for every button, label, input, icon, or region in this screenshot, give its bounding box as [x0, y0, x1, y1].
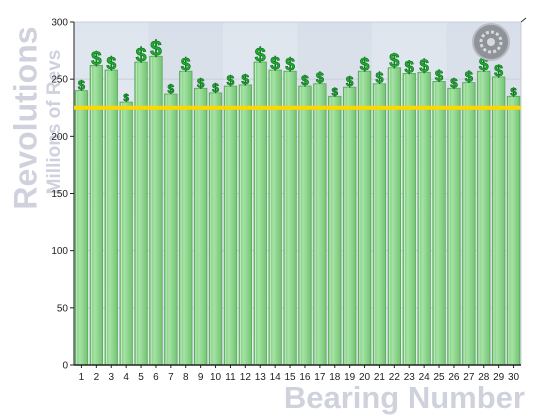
dollar-marker: $ [316, 71, 324, 87]
dollar-marker: $ [332, 86, 339, 98]
dollar-marker: $ [241, 71, 249, 87]
dollar-marker: $ [106, 53, 116, 73]
gear-icon-hub [487, 38, 495, 46]
chart-toolbar[interactable] [472, 23, 510, 61]
dollar-marker: $ [255, 44, 266, 66]
dollar-marker: $ [150, 37, 162, 60]
x-tick-label: 10 [210, 372, 222, 383]
x-tick-label: 6 [153, 372, 159, 383]
x-tick-label: 24 [419, 372, 431, 383]
dollar-marker: $ [78, 78, 85, 93]
x-tick-label: 15 [284, 372, 296, 383]
y-tick-label: 50 [57, 303, 69, 314]
dollar-marker: $ [91, 47, 102, 68]
dollar-marker: $ [197, 75, 205, 90]
dollar-marker: $ [450, 75, 458, 90]
y-tick-label: 200 [51, 132, 68, 143]
x-tick-label: 14 [270, 372, 282, 383]
x-tick-label: 19 [344, 372, 356, 383]
dollar-marker: $ [510, 86, 517, 98]
x-tick-label: 23 [404, 372, 416, 383]
dollar-marker: $ [389, 50, 399, 71]
x-tick-label: 25 [433, 372, 445, 383]
x-tick-label: 12 [240, 372, 252, 383]
dollar-marker: $ [494, 62, 503, 80]
x-tick-label: 9 [198, 372, 204, 383]
dollar-marker: $ [435, 68, 444, 84]
dollar-marker: $ [123, 93, 129, 104]
y-tick-label: 100 [51, 246, 68, 257]
y-tick-label: 0 [62, 361, 68, 372]
x-tick-label: 30 [508, 372, 520, 383]
x-tick-label: 2 [94, 372, 100, 383]
dollar-marker: $ [270, 53, 280, 73]
x-tick-label: 29 [493, 372, 505, 383]
x-tick-label: 27 [463, 372, 475, 383]
x-tick-label: 4 [123, 372, 129, 383]
x-tick-label: 5 [138, 372, 144, 383]
dollar-marker: $ [405, 57, 415, 76]
corner-tick [520, 17, 527, 23]
dollar-marker: $ [136, 44, 147, 66]
x-tick-label: 7 [168, 372, 174, 383]
dollar-marker: $ [360, 54, 370, 74]
y-tick-label: 150 [51, 189, 68, 200]
dollar-marker: $ [301, 73, 309, 88]
x-tick-label: 13 [255, 372, 267, 383]
gear-icon-teeth [479, 30, 503, 54]
dollar-markers: $$ $$$ $$$$ $ $ $$ $ $$ $$$$$$ $ $$ $ $$ $$ [78, 37, 518, 104]
dollar-marker: $ [168, 82, 175, 96]
x-tick-label: 16 [299, 372, 311, 383]
bars-group [74, 55, 521, 366]
x-tick-label: 28 [478, 372, 490, 383]
x-tick-label: 22 [389, 372, 401, 383]
x-tick-label: 11 [225, 372, 236, 383]
y-tick-label: 250 [51, 75, 68, 86]
dollar-marker: $ [227, 73, 235, 88]
x-tick-label: 20 [359, 372, 371, 383]
dollar-marker: $ [479, 54, 489, 74]
dollar-marker: $ [285, 54, 295, 74]
x-tick-label: 26 [448, 372, 460, 383]
x-tick-label: 1 [79, 372, 85, 383]
x-tick-label: 18 [329, 372, 341, 383]
x-tick-label: 3 [108, 372, 114, 383]
dollar-marker: $ [419, 56, 429, 75]
x-tick-label: 8 [183, 372, 189, 383]
dollar-marker: $ [465, 70, 473, 86]
dollar-marker: $ [346, 74, 354, 89]
dollar-marker: $ [212, 81, 219, 95]
x-tick-label: 21 [374, 372, 386, 383]
x-tick-label: 17 [314, 372, 326, 383]
x-axis: 1 2 3 4 5 6 7 8 9 10 11 12 13 14 15 16 17 18 19 20 21 22 23 24 2… [74, 364, 521, 383]
y-tick-label: 300 [51, 18, 68, 29]
x-axis-title: Bearing Number [283, 380, 525, 415]
dollar-marker: $ [375, 71, 383, 87]
dollar-marker: $ [181, 54, 191, 74]
